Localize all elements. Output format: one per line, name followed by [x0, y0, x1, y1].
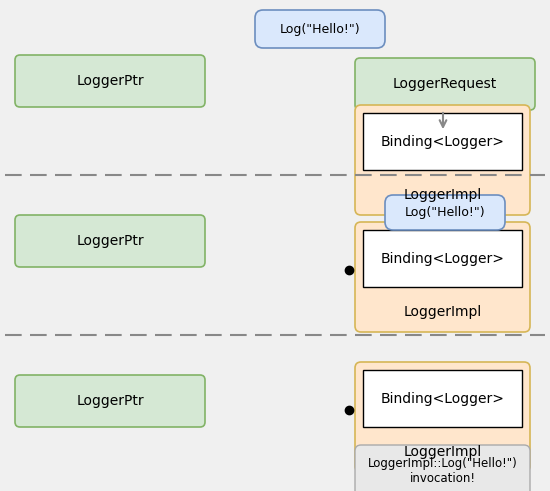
FancyBboxPatch shape [255, 10, 385, 48]
FancyBboxPatch shape [355, 222, 530, 332]
FancyBboxPatch shape [385, 195, 505, 230]
Bar [363, 113, 522, 170]
FancyBboxPatch shape [355, 105, 530, 215]
Text: LoggerPtr: LoggerPtr [76, 74, 144, 88]
FancyBboxPatch shape [355, 362, 530, 472]
Text: Binding<Logger>: Binding<Logger> [381, 135, 504, 149]
Text: LoggerImpl: LoggerImpl [403, 444, 482, 459]
Text: LoggerImpl: LoggerImpl [403, 188, 482, 202]
Bar [363, 230, 522, 287]
Bar [363, 370, 522, 427]
Text: LoggerPtr: LoggerPtr [76, 234, 144, 248]
Text: LoggerPtr: LoggerPtr [76, 394, 144, 408]
Text: Binding<Logger>: Binding<Logger> [381, 251, 504, 266]
Text: Log("Hello!"): Log("Hello!") [280, 23, 360, 35]
Text: Binding<Logger>: Binding<Logger> [381, 392, 504, 406]
FancyBboxPatch shape [15, 215, 205, 267]
FancyBboxPatch shape [355, 58, 535, 110]
Text: LoggerImpl::Log("Hello!")
invocation!: LoggerImpl::Log("Hello!") invocation! [367, 457, 518, 485]
FancyBboxPatch shape [15, 375, 205, 427]
FancyBboxPatch shape [355, 445, 530, 491]
Text: LoggerImpl: LoggerImpl [403, 304, 482, 319]
FancyBboxPatch shape [15, 55, 205, 107]
Text: Log("Hello!"): Log("Hello!") [405, 206, 485, 219]
Text: LoggerRequest: LoggerRequest [393, 77, 497, 91]
